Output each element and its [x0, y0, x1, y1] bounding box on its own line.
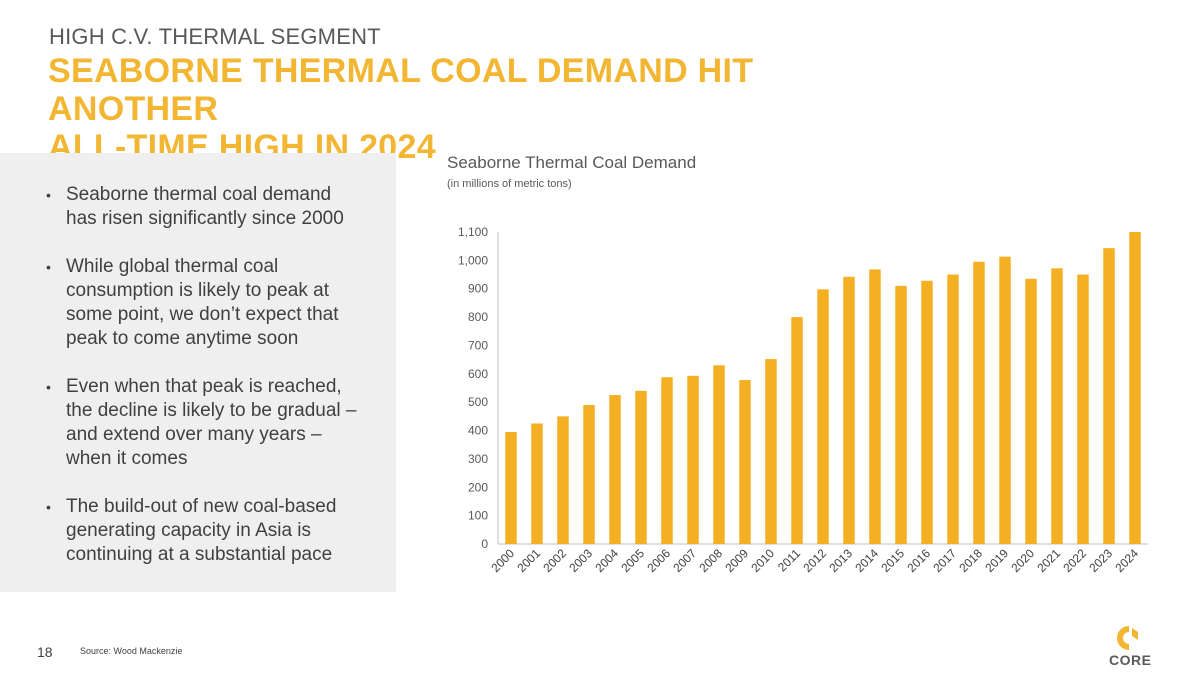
- headline-line-1: SEABORNE THERMAL COAL DEMAND HIT ANOTHER: [48, 52, 754, 128]
- x-tick-label: 2011: [775, 546, 803, 574]
- bar-chart: 0 100 200 300 400 500 600 700 800 900 1,000 1,100 20…: [458, 225, 1148, 575]
- x-tick-label: 2022: [1060, 546, 1089, 575]
- bar-2021: [1051, 268, 1063, 544]
- bar-2016: [921, 280, 933, 544]
- bar-2005: [635, 390, 647, 544]
- bar-2014: [869, 269, 881, 544]
- y-tick-label: 900: [468, 282, 488, 296]
- bar-2004: [609, 395, 621, 544]
- bar-2008: [713, 365, 725, 544]
- x-tick-label: 2024: [1112, 546, 1141, 575]
- y-tick-label: 400: [468, 424, 488, 438]
- x-tick-label: 2005: [618, 546, 647, 575]
- bullet-item: • Even when that peak is reached, the dec…: [42, 375, 362, 471]
- bar-2009: [739, 380, 751, 544]
- x-tick-label: 2008: [696, 546, 725, 575]
- bar-2000: [505, 431, 517, 544]
- y-tick-label: 600: [468, 367, 488, 381]
- page-headline: SEABORNE THERMAL COAL DEMAND HIT ANOTHER…: [48, 52, 868, 166]
- bar-2007: [687, 375, 699, 544]
- bullet-glyph: •: [46, 499, 51, 515]
- x-tick-label: 2009: [722, 546, 751, 575]
- bar-2023: [1103, 248, 1115, 544]
- bullet-item: • Seaborne thermal coal demand has risen …: [42, 183, 362, 231]
- chart-title: Seaborne Thermal Coal Demand: [447, 153, 697, 172]
- x-tick-label: 2006: [644, 546, 673, 575]
- y-tick-label: 300: [468, 452, 488, 466]
- bullet-text: The build-out of new coal-based generati…: [66, 496, 337, 565]
- bar-2001: [531, 423, 543, 544]
- y-tick-label: 800: [468, 310, 488, 324]
- y-tick-label: 1,100: [458, 225, 488, 239]
- bar-2015: [895, 285, 907, 544]
- bar-2020: [1025, 278, 1037, 544]
- y-tick-label: 500: [468, 395, 488, 409]
- bar-2010: [765, 359, 777, 544]
- x-tick-label: 2000: [488, 546, 517, 575]
- bar-2022: [1077, 274, 1089, 544]
- bullet-glyph: •: [46, 187, 51, 203]
- bar-2018: [973, 261, 985, 544]
- bullet-item: • The build-out of new coal-based generat…: [42, 495, 362, 567]
- x-tick-label: 2004: [592, 546, 621, 575]
- section-kicker: HIGH C.V. THERMAL SEGMENT: [49, 24, 381, 49]
- x-tick-label: 2017: [930, 546, 959, 575]
- bar-2002: [557, 416, 569, 544]
- bullet-text: While global thermal coal consumption is…: [66, 256, 339, 349]
- y-tick-label: 700: [468, 338, 488, 352]
- bullet-text: Seaborne thermal coal demand has risen s…: [66, 184, 344, 229]
- y-tick-label: 100: [468, 509, 488, 523]
- bar-2024: [1129, 232, 1141, 544]
- bar-2019: [999, 256, 1011, 544]
- bar-2003: [583, 405, 595, 544]
- x-tick-label: 2018: [956, 546, 985, 575]
- logo-wordmark: CORE: [1109, 652, 1152, 668]
- bullet-panel: • Seaborne thermal coal demand has risen …: [0, 153, 396, 592]
- x-tick-label: 2001: [514, 546, 543, 575]
- bullet-glyph: •: [46, 379, 51, 395]
- core-logo-icon: [1117, 626, 1138, 650]
- bar-2012: [817, 289, 829, 544]
- x-tick-label: 2020: [1008, 546, 1037, 575]
- x-tick-label: 2021: [1034, 546, 1063, 575]
- bar-2017: [947, 274, 959, 544]
- x-tick-label: 2019: [982, 546, 1011, 575]
- bar-2006: [661, 377, 673, 544]
- x-tick-label: 2023: [1086, 546, 1115, 575]
- y-tick-label: 0: [481, 537, 488, 551]
- x-tick-label: 2010: [748, 546, 777, 575]
- x-tick-label: 2007: [670, 546, 699, 575]
- bullet-text: Even when that peak is reached, the decl…: [66, 376, 357, 469]
- y-tick-label: 200: [468, 480, 488, 494]
- x-tick-label: 2016: [904, 546, 933, 575]
- y-tick-label: 1,000: [458, 253, 488, 267]
- x-tick-label: 2015: [878, 546, 907, 575]
- bullet-item: • While global thermal coal consumption i…: [42, 255, 362, 351]
- chart-subtitle: (in millions of metric tons): [447, 178, 572, 190]
- x-tick-label: 2014: [852, 546, 881, 575]
- page-number: 18: [37, 644, 53, 660]
- source-note: Source: Wood Mackenzie: [80, 646, 183, 656]
- bullet-list: • Seaborne thermal coal demand has risen …: [42, 183, 362, 591]
- x-tick-label: 2012: [800, 546, 829, 575]
- x-tick-label: 2013: [826, 546, 855, 575]
- bullet-glyph: •: [46, 259, 51, 275]
- x-tick-label: 2002: [540, 546, 569, 575]
- bar-2011: [791, 317, 803, 544]
- x-tick-label: 2003: [566, 546, 595, 575]
- bar-2013: [843, 276, 855, 544]
